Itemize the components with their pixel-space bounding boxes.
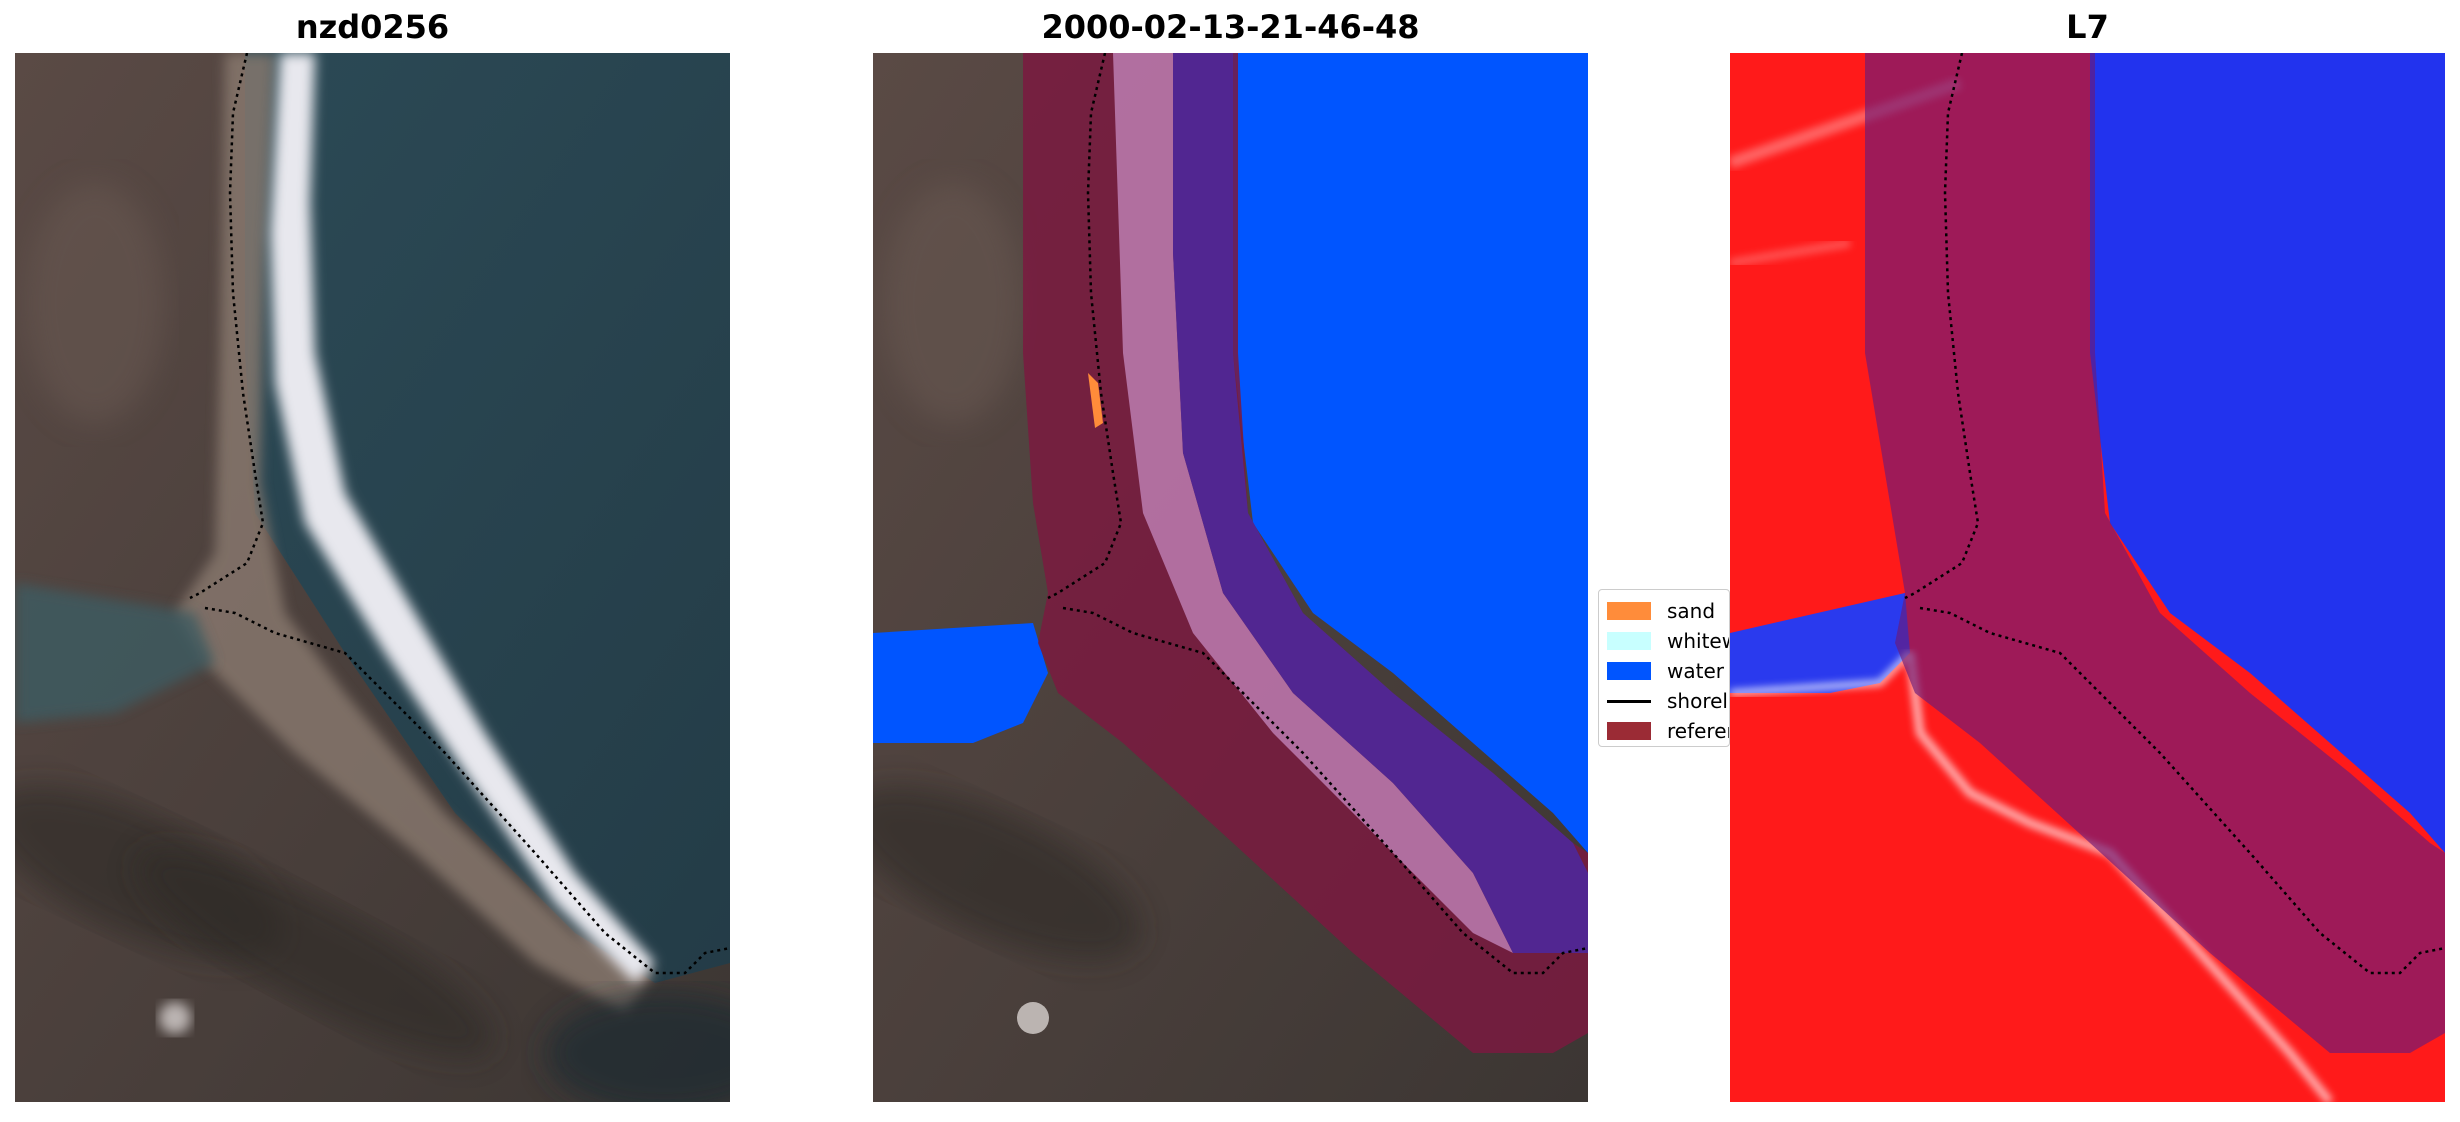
- index-image-panel: [1730, 53, 2445, 1102]
- legend-swatch-whitewater: [1607, 632, 1651, 650]
- classified-image: [873, 53, 1588, 1102]
- legend-item-water: water: [1607, 656, 1729, 686]
- legend-swatch-reference: [1607, 722, 1651, 740]
- rgb-image: [15, 53, 730, 1102]
- legend-label-reference: reference: [1667, 719, 1729, 743]
- index-image: [1730, 53, 2445, 1102]
- legend-item-shoreline: shoreline: [1607, 686, 1729, 716]
- legend-label-water: water: [1667, 659, 1724, 683]
- legend-line-shoreline: [1607, 699, 1651, 703]
- rgb-image-panel: [15, 53, 730, 1102]
- classified-image-panel: [873, 53, 1588, 1102]
- panel-title-classified: 2000-02-13-21-46-48: [1041, 8, 1420, 46]
- legend-label-shoreline: shoreline: [1667, 689, 1729, 713]
- legend-swatch-water: [1607, 662, 1651, 680]
- legend-item-sand: sand: [1607, 596, 1729, 626]
- panel-title-rgb: nzd0256: [295, 8, 450, 46]
- panel-title-index: L7: [2066, 8, 2109, 46]
- legend-item-reference: reference: [1607, 716, 1729, 746]
- legend-swatch-sand: [1607, 602, 1651, 620]
- legend-label-sand: sand: [1667, 599, 1716, 623]
